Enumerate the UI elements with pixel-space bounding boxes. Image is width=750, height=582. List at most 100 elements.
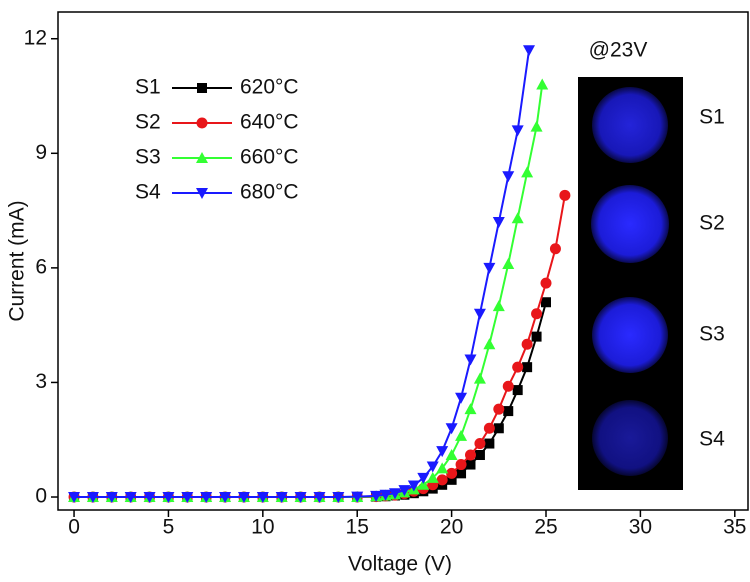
legend-marker [196, 188, 208, 199]
legend-label: 620°C [240, 76, 299, 99]
marker [492, 300, 505, 312]
legend-sample: S3 [135, 146, 161, 169]
y-tick-label: 3 [35, 370, 47, 393]
marker [162, 492, 175, 504]
inset-spot [592, 87, 668, 163]
x-tick-label: 0 [68, 516, 80, 539]
marker [124, 492, 137, 504]
inset-spot [592, 400, 668, 476]
legend-sample: S4 [135, 181, 161, 204]
marker [455, 459, 467, 471]
inset-label: S2 [699, 212, 725, 235]
marker [219, 492, 232, 504]
legend-marker [196, 152, 208, 163]
legend-sample: S1 [135, 76, 161, 99]
y-tick-label: 0 [35, 485, 47, 508]
y-tick-label: 9 [35, 141, 47, 164]
marker [502, 258, 515, 270]
legend-sample: S2 [135, 111, 161, 134]
marker [398, 485, 411, 497]
legend-marker [197, 83, 207, 93]
marker [143, 492, 156, 504]
inset-title: @23V [589, 39, 648, 62]
y-axis-title: Current (mA) [6, 200, 29, 321]
inset-spot [591, 185, 669, 263]
marker [465, 459, 476, 470]
x-tick-label: 25 [534, 516, 557, 539]
marker [483, 338, 496, 350]
marker [503, 406, 514, 417]
marker [388, 488, 401, 500]
marker [464, 449, 476, 461]
series [69, 297, 552, 503]
marker [351, 491, 364, 503]
legend-label: 680°C [240, 181, 299, 204]
marker [493, 403, 505, 415]
marker [521, 338, 533, 350]
marker [417, 472, 430, 484]
inset-label: S3 [699, 323, 725, 346]
legend-entry: S2 640°C [135, 111, 299, 134]
marker [549, 243, 561, 255]
inset: @23V S1 S2 S3 S4 [578, 39, 725, 490]
x-axis-title: Voltage (V) [348, 553, 452, 576]
marker [275, 492, 288, 504]
x-tick-label: 35 [723, 516, 746, 539]
marker [484, 438, 495, 449]
marker [436, 462, 449, 474]
marker [332, 492, 345, 504]
legend-label: 660°C [240, 146, 299, 169]
marker [511, 212, 524, 224]
marker [559, 189, 571, 201]
marker [511, 125, 524, 137]
marker [370, 490, 383, 502]
legend-entry: S4 680°C [135, 181, 299, 204]
marker [531, 308, 543, 320]
marker [455, 392, 468, 404]
marker [105, 492, 118, 504]
marker [237, 492, 250, 504]
y-tick-label: 12 [24, 26, 47, 49]
inset-label: S4 [699, 428, 725, 451]
marker [86, 492, 99, 504]
marker [536, 78, 549, 90]
marker [200, 492, 213, 504]
marker [68, 492, 81, 504]
y-tick-label: 6 [35, 255, 47, 278]
marker [464, 354, 477, 366]
marker [426, 471, 439, 483]
marker [474, 438, 486, 450]
inset-label: S1 [699, 106, 725, 129]
marker [483, 422, 495, 434]
legend-entry: S3 660°C [135, 146, 299, 169]
marker [455, 429, 468, 441]
marker [540, 277, 552, 289]
series [68, 45, 536, 504]
x-tick-label: 30 [629, 516, 652, 539]
marker [531, 331, 542, 342]
marker [502, 380, 514, 392]
marker [181, 492, 194, 504]
marker [512, 385, 523, 396]
marker [473, 308, 486, 320]
marker [493, 423, 504, 434]
x-tick-label: 15 [346, 516, 369, 539]
inset-spot [592, 297, 668, 373]
series [68, 78, 549, 503]
x-tick-label: 10 [251, 516, 274, 539]
x-tick-label: 20 [440, 516, 463, 539]
marker [523, 45, 536, 57]
marker [446, 467, 458, 479]
marker [502, 171, 515, 183]
marker [512, 361, 524, 373]
marker [530, 120, 543, 132]
legend-marker [196, 117, 208, 129]
marker [407, 480, 420, 492]
marker [492, 217, 505, 229]
marker [294, 492, 307, 504]
marker [483, 262, 496, 274]
x-tick-label: 5 [163, 516, 175, 539]
marker [445, 449, 458, 461]
marker [426, 461, 439, 473]
